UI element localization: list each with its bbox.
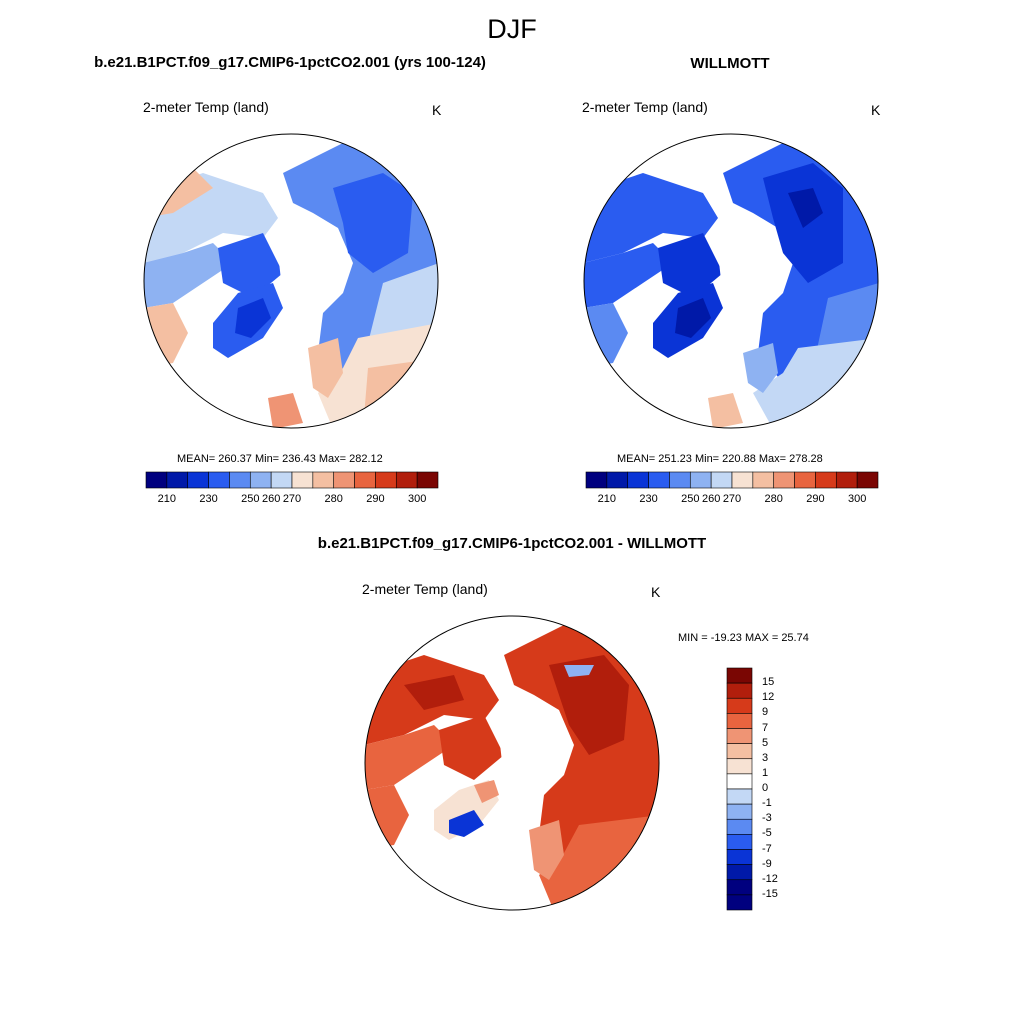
colorbar-obs xyxy=(585,471,879,489)
colorbar-swatch xyxy=(166,471,189,489)
colorbar-swatch xyxy=(726,879,753,896)
colorbar-swatch xyxy=(585,471,608,489)
colorbar-swatch xyxy=(312,471,335,489)
colorbar-swatch xyxy=(648,471,670,489)
colorbar-tick-label: 270 xyxy=(282,493,302,505)
colorbar-tick-label: 280 xyxy=(764,493,783,505)
panel-title-model: b.e21.B1PCT.f09_g17.CMIP6-1pctCO2.001 (y… xyxy=(94,54,486,71)
colorbar-swatch xyxy=(354,471,376,489)
colorbar-swatch xyxy=(689,471,712,489)
stats-model: MEAN= 260.37 Min= 236.43 Max= 282.12 xyxy=(177,453,383,465)
variable-label-obs: 2-meter Temp (land) xyxy=(582,99,708,115)
colorbar-swatch xyxy=(726,728,753,744)
main-title: DJF xyxy=(487,14,537,44)
panel-title-obs: WILLMOTT xyxy=(690,55,770,72)
colorbar-swatch xyxy=(794,471,816,489)
colorbar-diff xyxy=(726,667,753,911)
colorbar-tick-label: 5 xyxy=(762,736,769,749)
colorbar-tick-label: 12 xyxy=(762,691,775,704)
colorbar-tick-label: -1 xyxy=(762,797,772,810)
colorbar-tick-label: 15 xyxy=(762,676,775,689)
colorbar-swatch xyxy=(333,471,355,489)
colorbar-tick-label: 3 xyxy=(762,751,769,764)
colorbar-swatch xyxy=(291,471,314,489)
colorbar-tick-label: 230 xyxy=(199,493,218,505)
colorbar-swatch xyxy=(375,471,397,489)
colorbar-swatch xyxy=(627,471,649,489)
colorbar-swatch xyxy=(606,471,629,489)
colorbar-tick-label: 300 xyxy=(407,493,427,505)
colorbar-swatch xyxy=(773,471,795,489)
colorbar-swatch xyxy=(726,894,753,911)
colorbar-swatch xyxy=(835,471,858,489)
colorbar-tick-label: -9 xyxy=(762,857,772,870)
colorbar-swatch xyxy=(726,667,753,684)
colorbar-swatch xyxy=(726,713,753,729)
colorbar-swatch xyxy=(752,471,775,489)
colorbar-tick-label: 280 xyxy=(324,493,343,505)
colorbar-tick-label: 250 xyxy=(241,493,260,505)
colorbar-tick-label: -7 xyxy=(762,842,772,855)
units-label-diff: K xyxy=(651,584,661,600)
colorbar-swatch xyxy=(270,471,293,489)
polar-map-obs xyxy=(583,133,879,429)
colorbar-swatch xyxy=(726,758,753,775)
variable-label-model: 2-meter Temp (land) xyxy=(143,99,269,115)
colorbar-swatch xyxy=(726,697,753,714)
colorbar-tick-label: 300 xyxy=(847,493,867,505)
colorbar-swatch xyxy=(145,471,168,489)
colorbar-swatch xyxy=(726,864,753,881)
variable-label-diff: 2-meter Temp (land) xyxy=(362,581,488,597)
colorbar-tick-label: 9 xyxy=(762,706,769,719)
units-label-model: K xyxy=(432,102,442,118)
colorbar-tick-label: 1 xyxy=(762,766,769,779)
panel-title-diff: b.e21.B1PCT.f09_g17.CMIP6-1pctCO2.001 - … xyxy=(317,535,707,552)
colorbar-swatch xyxy=(726,803,753,820)
colorbar-tick-label: 260 xyxy=(261,493,281,505)
polar-map-diff xyxy=(364,615,660,911)
colorbar-swatch xyxy=(249,471,272,489)
colorbar-swatch xyxy=(416,471,439,489)
colorbar-swatch xyxy=(208,471,230,489)
colorbar-swatch xyxy=(726,682,753,699)
colorbar-tick-label: 230 xyxy=(639,493,658,505)
colorbar-swatch xyxy=(726,818,753,835)
polar-map-model xyxy=(143,133,439,429)
colorbar-swatch xyxy=(731,471,754,489)
colorbar-tick-label: 290 xyxy=(366,493,385,505)
stats-diff: MIN = -19.23 MAX = 25.74 xyxy=(678,632,809,644)
colorbar-swatch xyxy=(726,788,753,805)
colorbar-tick-label: 260 xyxy=(701,493,721,505)
colorbar-tick-label: 7 xyxy=(762,721,769,734)
stats-obs: MEAN= 251.23 Min= 220.88 Max= 278.28 xyxy=(617,453,823,465)
colorbar-swatch xyxy=(726,849,753,865)
colorbar-tick-label: 210 xyxy=(157,493,177,505)
colorbar-tick-label: 270 xyxy=(722,493,742,505)
colorbar-swatch xyxy=(726,834,753,850)
colorbar-swatch xyxy=(187,471,209,489)
colorbar-tick-label: 250 xyxy=(681,493,700,505)
colorbar-swatch xyxy=(395,471,418,489)
colorbar-tick-label: -3 xyxy=(762,812,772,825)
colorbar-swatch xyxy=(815,471,837,489)
colorbar-swatch xyxy=(229,471,251,489)
units-label-obs: K xyxy=(871,102,881,118)
colorbar-tick-label: -5 xyxy=(762,827,772,840)
colorbar-tick-label: -15 xyxy=(762,887,778,900)
colorbar-tick-label: 290 xyxy=(806,493,825,505)
colorbar-swatch xyxy=(856,471,879,489)
colorbar-tick-label: 0 xyxy=(762,782,769,794)
colorbar-swatch xyxy=(669,471,691,489)
colorbar-swatch xyxy=(726,743,753,760)
colorbar-swatch xyxy=(710,471,733,489)
colorbar-tick-label: -12 xyxy=(762,872,778,885)
colorbar-swatch xyxy=(726,773,753,790)
colorbar-tick-label: 210 xyxy=(597,493,617,505)
colorbar-model xyxy=(145,471,439,489)
